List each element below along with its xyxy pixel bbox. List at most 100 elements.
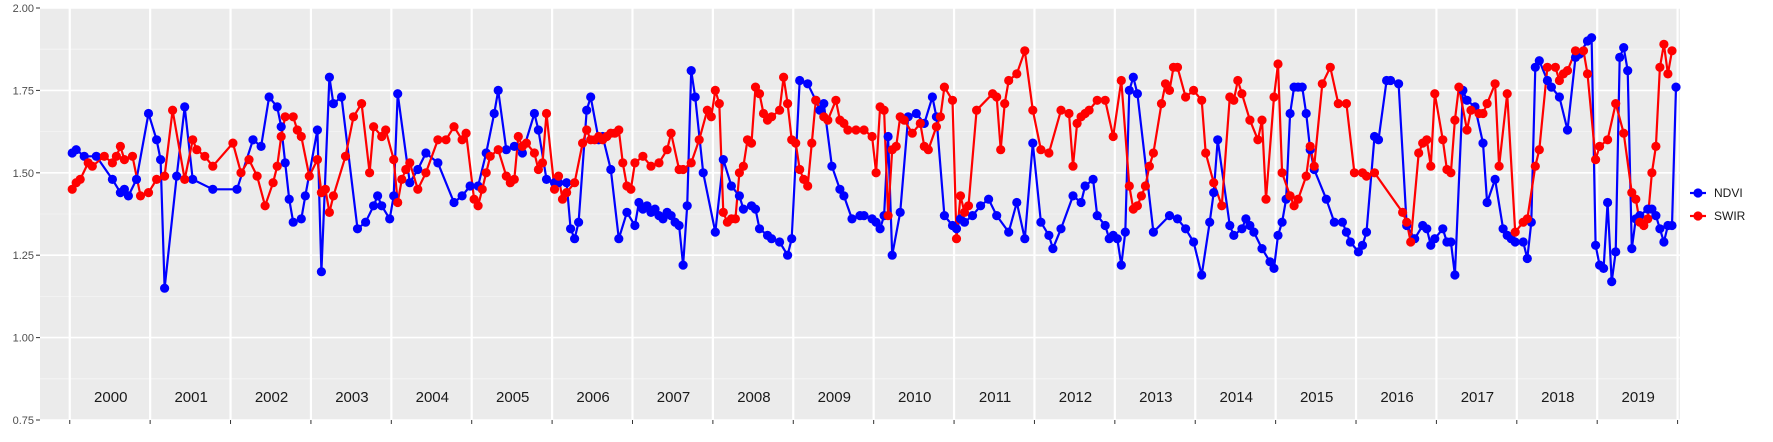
data-point-swir bbox=[168, 105, 178, 115]
data-point-ndvi bbox=[1148, 227, 1158, 237]
data-point-swir bbox=[1124, 181, 1134, 191]
data-point-swir bbox=[1361, 171, 1372, 181]
data-point-swir bbox=[871, 168, 881, 178]
data-point-swir bbox=[1349, 168, 1359, 178]
data-point-ndvi bbox=[1627, 244, 1637, 254]
data-point-ndvi bbox=[1438, 224, 1448, 234]
data-point-swir bbox=[1245, 115, 1255, 125]
data-point-ndvi bbox=[272, 102, 282, 112]
data-point-ndvi bbox=[690, 92, 700, 102]
data-point-swir bbox=[1406, 237, 1416, 247]
data-point-swir bbox=[1000, 99, 1010, 109]
data-point-swir bbox=[807, 138, 817, 148]
data-point-swir bbox=[549, 184, 560, 194]
y-axis: 0.75 1.00 1.25 1.50 1.75 2.00 bbox=[13, 3, 40, 427]
year-labels: 2000 2001 2002 2003 2004 2005 2006 2007 2008 2009… bbox=[94, 389, 1655, 406]
data-point-swir bbox=[1269, 92, 1279, 102]
data-point-ndvi bbox=[750, 204, 761, 214]
data-point-ndvi bbox=[666, 211, 676, 221]
data-point-ndvi bbox=[421, 148, 431, 158]
data-point-swir bbox=[562, 188, 572, 198]
data-point-ndvi bbox=[1128, 72, 1138, 82]
year-label: 2017 bbox=[1461, 389, 1494, 406]
data-point-ndvi bbox=[1112, 234, 1122, 244]
data-point-swir bbox=[1655, 62, 1665, 72]
data-point-swir bbox=[1341, 99, 1351, 109]
data-point-swir bbox=[843, 125, 853, 135]
data-point-ndvi bbox=[91, 151, 101, 161]
data-point-swir bbox=[1132, 201, 1142, 211]
data-point-swir bbox=[963, 201, 974, 211]
data-point-swir bbox=[180, 174, 190, 184]
data-point-swir bbox=[1570, 46, 1581, 56]
data-point-swir bbox=[630, 158, 640, 168]
data-point-swir bbox=[867, 131, 877, 142]
data-point-swir bbox=[1663, 69, 1673, 79]
data-point-ndvi bbox=[1100, 220, 1110, 231]
data-point-ndvi bbox=[686, 66, 696, 76]
data-point-swir bbox=[1651, 141, 1661, 151]
data-point-swir bbox=[449, 122, 459, 132]
data-point-swir bbox=[1201, 148, 1211, 158]
year-label: 2014 bbox=[1220, 389, 1253, 406]
data-point-swir bbox=[947, 95, 958, 105]
data-point-ndvi bbox=[630, 220, 640, 231]
year-label: 2007 bbox=[657, 389, 690, 406]
data-point-swir bbox=[1100, 95, 1110, 105]
data-point-swir bbox=[365, 168, 375, 178]
data-point-ndvi bbox=[992, 211, 1002, 221]
data-point-ndvi bbox=[405, 178, 415, 188]
data-point-swir bbox=[1369, 168, 1380, 178]
data-point-ndvi bbox=[1209, 188, 1219, 198]
data-point-swir bbox=[252, 171, 262, 181]
data-point-swir bbox=[381, 125, 391, 135]
data-point-ndvi bbox=[276, 122, 286, 132]
data-point-swir bbox=[1004, 75, 1014, 86]
y-tick-label: 1.50 bbox=[13, 168, 34, 180]
data-point-swir bbox=[578, 138, 588, 148]
data-point-ndvi bbox=[678, 260, 688, 270]
data-point-swir bbox=[907, 128, 917, 138]
data-point-ndvi bbox=[1237, 224, 1247, 234]
data-point-ndvi bbox=[1048, 244, 1058, 254]
data-point-ndvi bbox=[123, 191, 133, 201]
data-point-ndvi bbox=[284, 194, 294, 204]
data-point-ndvi bbox=[361, 217, 371, 227]
data-point-ndvi bbox=[288, 217, 298, 227]
data-point-swir bbox=[1056, 105, 1066, 115]
data-point-swir bbox=[710, 85, 720, 95]
year-label: 2018 bbox=[1541, 389, 1574, 406]
data-point-ndvi bbox=[1269, 263, 1279, 273]
data-point-ndvi bbox=[1478, 138, 1488, 148]
data-point-ndvi bbox=[1116, 260, 1126, 270]
data-point-ndvi bbox=[143, 108, 154, 119]
data-point-swir bbox=[328, 191, 338, 201]
data-point-swir bbox=[666, 128, 676, 138]
data-point-ndvi bbox=[939, 211, 950, 221]
data-point-swir bbox=[992, 92, 1002, 102]
data-point-ndvi bbox=[819, 99, 829, 109]
data-point-ndvi bbox=[1522, 253, 1532, 264]
data-point-ndvi bbox=[393, 89, 403, 99]
data-point-swir bbox=[143, 188, 154, 198]
data-point-ndvi bbox=[622, 207, 632, 217]
data-point-swir bbox=[1028, 105, 1038, 115]
data-point-ndvi bbox=[614, 234, 624, 244]
legend-key-point bbox=[1693, 188, 1703, 198]
data-point-swir bbox=[457, 135, 467, 145]
data-point-swir bbox=[1478, 108, 1488, 119]
data-point-ndvi bbox=[1426, 240, 1436, 250]
data-point-ndvi bbox=[642, 201, 652, 211]
data-point-ndvi bbox=[783, 250, 793, 260]
data-point-swir bbox=[260, 201, 270, 211]
data-point-swir bbox=[1578, 46, 1589, 56]
data-point-ndvi bbox=[1301, 108, 1311, 119]
data-point-swir bbox=[473, 201, 483, 211]
data-point-swir bbox=[160, 171, 170, 181]
data-point-swir bbox=[694, 135, 704, 145]
data-point-ndvi bbox=[1197, 270, 1207, 280]
data-point-swir bbox=[1209, 178, 1219, 188]
data-point-ndvi bbox=[827, 161, 837, 171]
data-point-swir bbox=[405, 158, 415, 168]
data-point-ndvi bbox=[131, 174, 142, 184]
